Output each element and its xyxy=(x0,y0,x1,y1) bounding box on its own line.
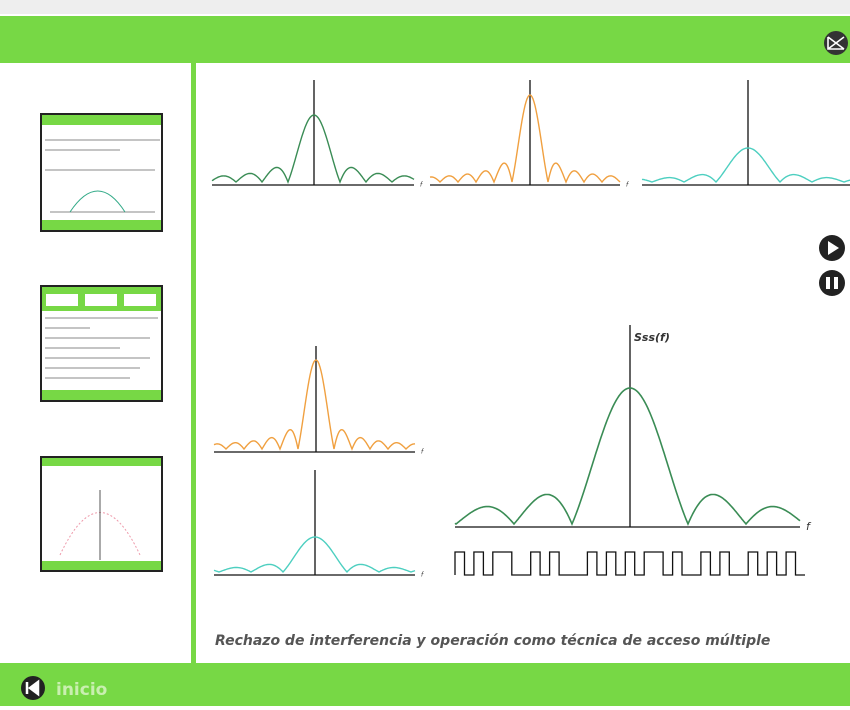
play-button[interactable] xyxy=(819,235,845,261)
pause-button[interactable] xyxy=(819,270,845,296)
screen: ffffffSss(f) Rechazo de interferencia y … xyxy=(0,0,850,706)
spectrum-label: Sss(f) xyxy=(634,331,670,344)
sidebar-divider xyxy=(191,63,196,663)
thumbnail[interactable] xyxy=(41,286,162,401)
top-margin xyxy=(0,0,850,14)
home-label[interactable]: inicio xyxy=(56,680,107,700)
header-bar xyxy=(0,16,850,63)
close-button[interactable] xyxy=(824,31,848,55)
thumbnail[interactable] xyxy=(41,457,162,571)
caption: Rechazo de interferencia y operación com… xyxy=(215,633,770,649)
home-button[interactable]: inicio xyxy=(21,676,107,700)
footer-bar xyxy=(0,663,850,706)
thumbnail[interactable] xyxy=(41,114,162,231)
